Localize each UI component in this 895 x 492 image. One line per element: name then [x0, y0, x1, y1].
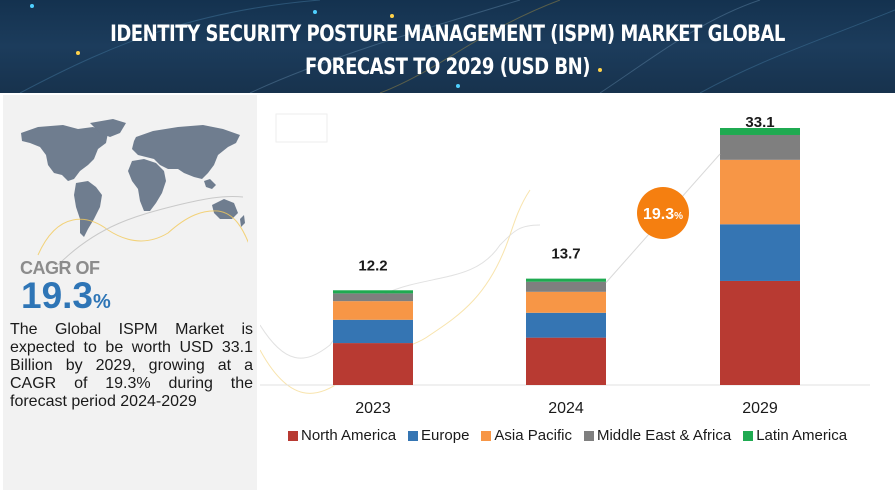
decorative-curve-gold: [260, 189, 531, 394]
legend-label-europe: Europe: [421, 427, 470, 444]
cagr-unit: %: [93, 291, 111, 313]
bar-segment-latin-america-2023: [333, 290, 413, 294]
empty-placeholder-box: [275, 113, 328, 143]
x-tick-label-2029: 2029: [742, 400, 778, 417]
bar-segment-asia-pacific-2029: [720, 159, 800, 225]
header-banner: IDENTITY SECURITY POSTURE MANAGEMENT (IS…: [0, 0, 895, 93]
legend-swatch-europe: [408, 430, 419, 441]
legend-label-latin-america: Latin America: [756, 427, 848, 444]
bar-segment-asia-pacific-2024: [526, 291, 606, 313]
cagr-value: 19.3%: [21, 275, 111, 317]
bar-segment-europe-2029: [720, 224, 800, 281]
cagr-bubble-label: 19.3%: [643, 206, 683, 223]
bar-total-label-2023: 12.2: [358, 257, 387, 274]
decorative-curve-gray: [260, 224, 541, 359]
cagr-bubble-number: 19.3: [643, 206, 674, 223]
legend-item-europe: Europe: [408, 427, 469, 444]
market-description: The Global ISPM Market is expected to be…: [10, 321, 253, 410]
legend-label-north-america: North America: [301, 427, 397, 444]
x-tick-label-2023: 2023: [355, 400, 391, 417]
title-line-2: FORECAST TO 2029 (USD BN): [304, 55, 591, 80]
x-tick-label-2024: 2024: [548, 400, 584, 417]
bar-segment-europe-2024: [526, 312, 606, 338]
cagr-label: CAGR OF: [20, 258, 100, 278]
header-background-decoration: [19, 0, 895, 93]
legend-label-asia-pacific: Asia Pacific: [494, 427, 572, 444]
bar-segment-latin-america-2029: [720, 128, 800, 135]
legend-swatch-middle-east-africa: [583, 430, 594, 441]
title-line-1: IDENTITY SECURITY POSTURE MANAGEMENT (IS…: [110, 22, 785, 47]
bar-segment-middle-east-africa-2029: [720, 134, 800, 160]
legend-label-middle-east-africa: Middle East & Africa: [596, 427, 732, 444]
legend-item-north-america: North America: [288, 427, 396, 444]
summary-panel: CAGR OF 19.3% The Global ISPM Market is …: [3, 95, 257, 490]
world-map-icon: [21, 119, 248, 265]
cagr-number: 19.3: [21, 275, 94, 316]
bar-segment-middle-east-africa-2024: [526, 281, 606, 292]
bar-segment-north-america-2023: [333, 343, 413, 385]
legend-item-latin-america: Latin America: [743, 427, 847, 444]
bar-segment-europe-2023: [333, 319, 413, 344]
bar-segment-north-america-2024: [526, 337, 606, 385]
legend-item-asia-pacific: Asia Pacific: [481, 427, 572, 444]
legend-swatch-north-america: [288, 430, 298, 441]
stacked-bar-chart: 12.2 13.7 33.1 2023 2024 2029 19.3%: [260, 113, 870, 417]
bar-total-label-2024: 13.7: [551, 246, 580, 263]
bar-segment-latin-america-2024: [526, 278, 606, 282]
legend-swatch-asia-pacific: [481, 430, 492, 441]
bar-segment-asia-pacific-2023: [333, 301, 413, 320]
cagr-bubble-unit: %: [674, 211, 683, 222]
legend-swatch-latin-america: [743, 430, 754, 441]
page-title: IDENTITY SECURITY POSTURE MANAGEMENT (IS…: [81, 18, 815, 84]
legend-item-middle-east-africa: Middle East & Africa: [583, 427, 732, 444]
bar-segment-middle-east-africa-2023: [333, 293, 413, 302]
bar-total-label-2029: 33.1: [745, 114, 774, 131]
chart-legend: North America Europe Asia Pacific Middle Ea…: [288, 427, 847, 444]
bar-segment-north-america-2029: [720, 280, 800, 385]
cagr-bubble: [637, 187, 689, 239]
